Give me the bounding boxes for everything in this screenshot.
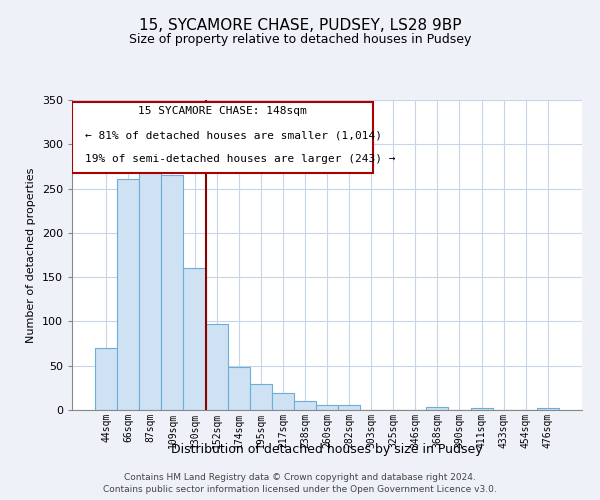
Bar (272, 393, 294, 410)
Y-axis label: Number of detached properties: Number of detached properties (26, 168, 36, 342)
Bar (338, 404, 360, 410)
Text: Distribution of detached houses by size in Pudsey: Distribution of detached houses by size … (171, 442, 483, 456)
Bar (95, 348, 117, 410)
Text: Size of property relative to detached houses in Pudsey: Size of property relative to detached ho… (129, 32, 471, 46)
Bar (117, 179, 139, 410)
Bar (316, 404, 338, 410)
Text: Contains HM Land Registry data © Crown copyright and database right 2024.: Contains HM Land Registry data © Crown c… (124, 472, 476, 482)
Bar (427, 408, 448, 410)
Bar (227, 366, 250, 410)
Text: 15 SYCAMORE CHASE: 148sqm: 15 SYCAMORE CHASE: 148sqm (138, 106, 307, 117)
Bar (470, 408, 493, 410)
Bar (139, 150, 161, 410)
Bar (184, 268, 206, 410)
Text: 19% of semi-detached houses are larger (243) →: 19% of semi-detached houses are larger (… (85, 154, 395, 164)
Bar (294, 401, 316, 410)
Text: ← 81% of detached houses are smaller (1,014): ← 81% of detached houses are smaller (1,… (85, 131, 382, 141)
FancyBboxPatch shape (72, 102, 373, 173)
Bar (250, 384, 272, 410)
Bar (161, 176, 184, 410)
Bar (206, 324, 227, 410)
Bar (537, 408, 559, 410)
Text: 15, SYCAMORE CHASE, PUDSEY, LS28 9BP: 15, SYCAMORE CHASE, PUDSEY, LS28 9BP (139, 18, 461, 32)
Text: Contains public sector information licensed under the Open Government Licence v3: Contains public sector information licen… (103, 485, 497, 494)
